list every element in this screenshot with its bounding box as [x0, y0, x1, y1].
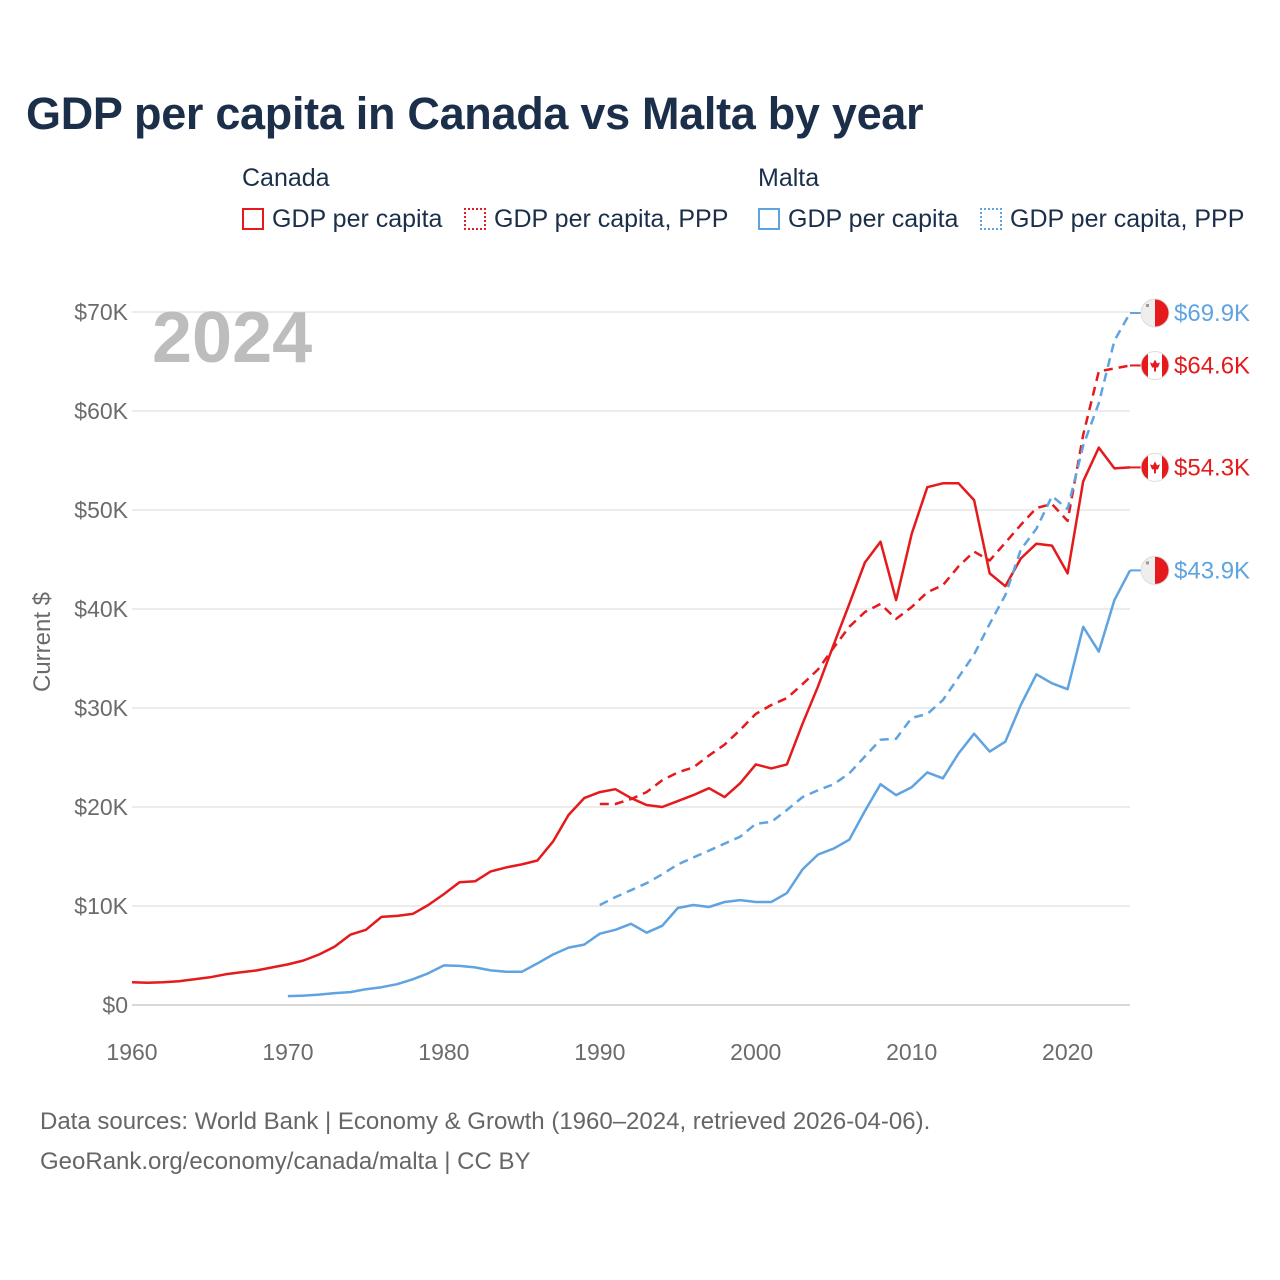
legend-dotted-swatch — [464, 208, 486, 230]
series-line — [131, 446, 1131, 984]
end-value-label: $54.3K — [1174, 454, 1250, 481]
x-tick-label: 2000 — [730, 1039, 781, 1065]
x-tick-label: 1970 — [262, 1039, 313, 1065]
canada-flag-icon — [1140, 452, 1170, 482]
y-tick-label: $20K — [74, 794, 128, 820]
y-tick-label: $50K — [74, 497, 128, 523]
legend-label: GDP per capita, PPP — [1010, 204, 1245, 233]
legend-label: GDP per capita — [272, 204, 443, 233]
series-lines — [131, 312, 1132, 998]
x-tick-label: 2020 — [1042, 1039, 1093, 1065]
y-tick-label: $30K — [74, 695, 128, 721]
series-line — [599, 364, 1131, 806]
x-tick-label: 2010 — [886, 1039, 937, 1065]
legend-malta-gdp-ppp[interactable]: GDP per capita, PPP — [980, 204, 1244, 234]
year-watermark: 2024 — [152, 298, 312, 378]
legend-solid-swatch — [758, 208, 780, 230]
series-line — [599, 312, 1132, 907]
y-axis-ticks: $0 $10K $20K $30K $40K $50K $60K $70K — [74, 299, 128, 1018]
footer-sources: Data sources: World Bank | Economy & Gro… — [40, 1108, 931, 1135]
legend-label: GDP per capita, PPP — [494, 204, 729, 233]
end-labels: $54.3K $64.6K $43.9K $69.9K — [1130, 298, 1250, 585]
legend-label: GDP per capita — [788, 204, 959, 233]
y-tick-label: $40K — [74, 596, 128, 622]
x-tick-label: 1980 — [418, 1039, 469, 1065]
malta-flag-icon — [1140, 555, 1170, 585]
grid-lines — [132, 311, 1130, 907]
y-tick-label: $10K — [74, 893, 128, 919]
legend-group-malta: Malta — [758, 164, 820, 192]
y-tick-label: $70K — [74, 299, 128, 325]
legend-group-canada: Canada — [242, 164, 330, 192]
canada-flag-icon — [1140, 350, 1170, 380]
x-tick-label: 1990 — [574, 1039, 625, 1065]
malta-flag-icon — [1140, 298, 1170, 328]
y-tick-label: $60K — [74, 398, 128, 424]
legend-dotted-swatch — [980, 208, 1002, 230]
y-axis-label: Current $ — [29, 592, 56, 692]
legend-solid-swatch — [242, 208, 264, 230]
x-tick-label: 1960 — [106, 1039, 157, 1065]
chart-title: GDP per capita in Canada vs Malta by yea… — [26, 88, 924, 139]
end-value-label: $69.9K — [1174, 300, 1250, 327]
x-axis-ticks: 1960 1970 1980 1990 2000 2010 2020 — [106, 1039, 1093, 1065]
series-line — [287, 569, 1132, 998]
footer-credit: GeoRank.org/economy/canada/malta | CC BY — [40, 1148, 531, 1175]
legend-canada-gdp-ppp[interactable]: GDP per capita, PPP — [464, 204, 728, 234]
legend-canada-gdp[interactable]: GDP per capita — [242, 204, 442, 234]
end-value-label: $43.9K — [1174, 557, 1250, 584]
end-value-label: $64.6K — [1174, 352, 1250, 379]
legend-malta-gdp[interactable]: GDP per capita — [758, 204, 958, 234]
y-tick-label: $0 — [102, 992, 128, 1018]
